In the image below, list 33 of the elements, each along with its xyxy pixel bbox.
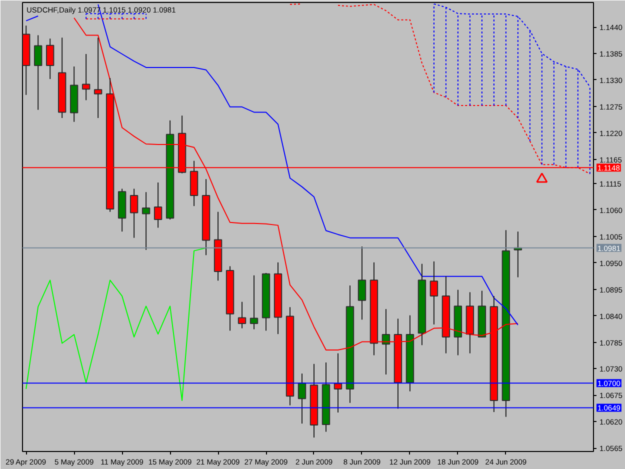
candlestick	[502, 230, 510, 418]
candlestick	[226, 266, 234, 332]
line-series	[26, 247, 207, 401]
candlestick	[118, 188, 126, 232]
candlestick	[70, 66, 78, 122]
candlestick	[250, 274, 258, 330]
candlestick	[130, 188, 138, 238]
candlestick	[154, 182, 162, 228]
candlestick	[214, 211, 222, 282]
candlestick	[454, 289, 462, 356]
candlestick	[298, 373, 306, 424]
candlestick	[58, 37, 66, 118]
candlestick	[430, 260, 438, 325]
candlestick	[82, 53, 90, 101]
candlestick	[358, 246, 366, 320]
candlestick	[238, 301, 246, 329]
candlestick	[406, 314, 414, 392]
candlestick	[94, 37, 102, 118]
candlestick	[310, 363, 318, 438]
candlestick	[274, 262, 282, 335]
candlestick	[34, 34, 42, 110]
candlestick	[22, 25, 30, 96]
candlestick	[478, 290, 486, 338]
candlestick	[142, 192, 150, 250]
candlestick	[202, 178, 210, 256]
candlestick	[286, 306, 294, 406]
candlestick	[166, 120, 174, 220]
candlestick	[418, 263, 426, 346]
candlestick	[346, 284, 354, 404]
candlestick	[322, 362, 330, 432]
candlestick	[46, 38, 54, 80]
candlestick	[262, 272, 270, 332]
candlestick	[334, 352, 342, 414]
